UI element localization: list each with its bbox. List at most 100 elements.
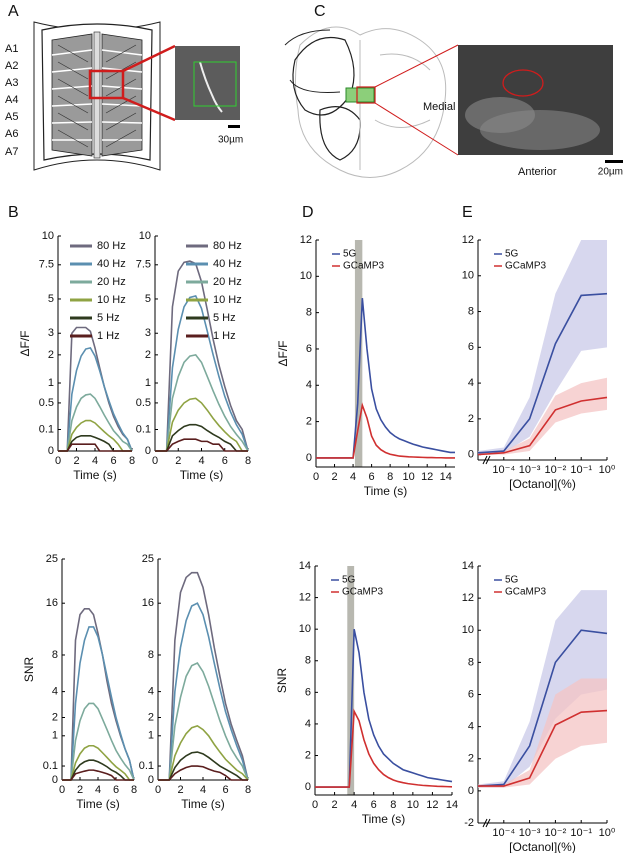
x-tick-label: 6	[222, 784, 228, 796]
x-tick-label: 2	[177, 784, 183, 796]
y-tick-label: 2	[148, 711, 154, 723]
axis-break	[482, 818, 488, 828]
x-axis-label: Time (s)	[180, 468, 224, 482]
y-tick-label: 8	[306, 307, 312, 319]
axis-break	[485, 818, 491, 828]
legend-label: 5G	[342, 575, 356, 586]
line	[158, 724, 249, 781]
legend-label: 10 Hz	[97, 294, 126, 306]
line	[62, 626, 135, 781]
legend-label: GCaMP3	[342, 587, 384, 598]
y-tick-label: 5	[145, 293, 151, 305]
x-tick-label: 10	[407, 799, 419, 811]
legend-label: 80 Hz	[97, 240, 126, 252]
segment-label: A4	[5, 94, 18, 106]
y-tick-label: 4	[468, 377, 474, 389]
y-tick-label: 8	[305, 655, 311, 667]
scale-bar-label: 30µm	[218, 135, 243, 146]
segment-label: A3	[5, 77, 18, 89]
line	[62, 744, 134, 781]
x-tick-label: 10⁻¹	[570, 464, 592, 476]
larva-diagram	[33, 21, 240, 171]
x-tick-label: 10⁰	[599, 464, 616, 476]
line	[158, 571, 249, 781]
error-band	[478, 377, 607, 455]
legend-label: 80 Hz	[213, 240, 242, 252]
x-tick-label: 8	[390, 799, 396, 811]
x-tick-label: 0	[312, 799, 318, 811]
brain-diagram	[284, 26, 623, 178]
y-axis-label: ΔF/F	[18, 330, 32, 356]
line	[155, 438, 248, 452]
y-tick-label: 3	[48, 327, 54, 339]
y-tick-label: 12	[299, 591, 311, 603]
y-tick-label: 0	[52, 774, 58, 786]
x-axis-label: Time (s)	[181, 797, 225, 811]
segment-label: A1	[5, 43, 18, 55]
x-tick-label: 2	[175, 455, 181, 467]
x-axis-label: Time (s)	[364, 484, 408, 498]
axis-break	[485, 455, 491, 465]
panel-label: B	[8, 204, 19, 221]
line	[158, 602, 249, 781]
y-tick-label: 0	[48, 445, 54, 457]
y-axis-label: SNR	[22, 657, 36, 683]
x-tick-label: 10⁻²	[545, 827, 567, 839]
x-tick-label: 6	[113, 784, 119, 796]
line	[315, 708, 453, 788]
x-axis-label: Time (s)	[76, 797, 120, 811]
line	[58, 393, 133, 452]
x-axis-label: [Octanol](%)	[509, 477, 576, 491]
y-tick-label: 16	[46, 597, 58, 609]
panel-label: A	[8, 3, 19, 20]
x-tick-label: 4	[92, 455, 98, 467]
line	[58, 346, 133, 452]
x-tick-label: 10⁻⁴	[492, 464, 515, 476]
y-tick-label: 14	[462, 560, 474, 572]
x-tick-label: 2	[73, 455, 79, 467]
y-tick-label: 4	[306, 379, 312, 391]
y-tick-label: 0.1	[136, 423, 151, 435]
line	[478, 709, 608, 787]
legend-label: 40 Hz	[97, 258, 126, 270]
x-tick-label: 2	[331, 471, 337, 483]
line	[155, 423, 248, 452]
y-tick-label: 6	[468, 688, 474, 700]
y-tick-label: 8	[468, 305, 474, 317]
x-tick-label: 0	[59, 784, 65, 796]
x-tick-label: 12	[426, 799, 438, 811]
y-tick-label: 2	[468, 753, 474, 765]
segment-label: A6	[5, 128, 18, 140]
y-tick-label: 2	[48, 349, 54, 361]
y-tick-label: 2	[468, 413, 474, 425]
legend-label: 10 Hz	[213, 294, 242, 306]
y-tick-label: 0.1	[43, 760, 58, 772]
x-tick-label: 10	[403, 471, 415, 483]
y-tick-label: 4	[305, 718, 311, 730]
y-tick-label: 1	[52, 730, 58, 742]
y-tick-label: 12	[462, 234, 474, 246]
segment-label: A2	[5, 60, 18, 72]
x-tick-label: 0	[152, 455, 158, 467]
y-axis-label: ΔF/F	[276, 340, 290, 366]
y-axis-label: SNR	[275, 668, 289, 694]
x-tick-label: 0	[313, 471, 319, 483]
segment-label: A5	[5, 111, 18, 123]
x-tick-label: 2	[332, 799, 338, 811]
panel-label: D	[302, 204, 314, 221]
y-tick-label: 12	[300, 234, 312, 246]
y-tick-label: 25	[142, 553, 154, 565]
y-tick-label: 10	[299, 623, 311, 635]
x-tick-label: 10⁰	[599, 827, 616, 839]
y-tick-label: 2	[145, 349, 151, 361]
line	[62, 759, 134, 781]
y-tick-label: 0.1	[39, 423, 54, 435]
y-tick-label: 3	[145, 327, 151, 339]
line	[58, 443, 132, 452]
line	[316, 402, 455, 459]
line	[155, 397, 248, 452]
y-tick-label: 6	[468, 341, 474, 353]
y-tick-label: 0.5	[39, 397, 54, 409]
legend-label: 5 Hz	[97, 312, 120, 324]
y-tick-label: 6	[305, 686, 311, 698]
